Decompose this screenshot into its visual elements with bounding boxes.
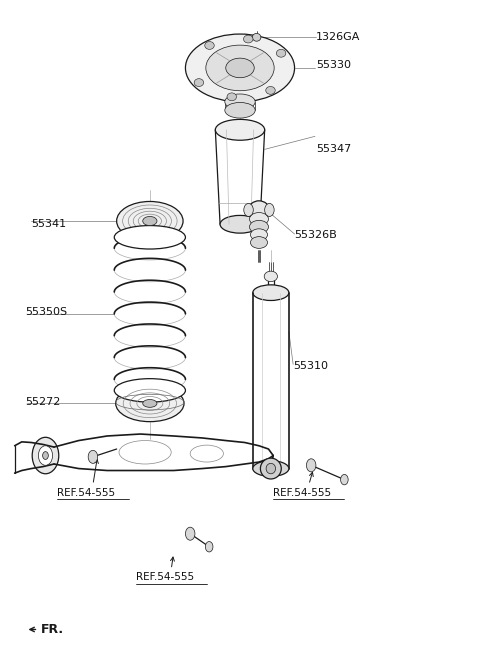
Text: 55330: 55330 bbox=[316, 60, 351, 70]
Ellipse shape bbox=[252, 34, 261, 41]
Ellipse shape bbox=[253, 285, 289, 300]
Text: 55272: 55272 bbox=[25, 397, 61, 407]
Ellipse shape bbox=[185, 527, 195, 540]
Ellipse shape bbox=[341, 474, 348, 485]
Ellipse shape bbox=[225, 102, 255, 118]
Text: 1326GA: 1326GA bbox=[316, 32, 360, 42]
Text: REF.54-555: REF.54-555 bbox=[136, 572, 194, 582]
Ellipse shape bbox=[250, 220, 268, 233]
Ellipse shape bbox=[43, 451, 48, 459]
Ellipse shape bbox=[261, 458, 281, 479]
Ellipse shape bbox=[143, 399, 157, 407]
Ellipse shape bbox=[276, 49, 286, 57]
Ellipse shape bbox=[185, 34, 295, 102]
Ellipse shape bbox=[264, 204, 274, 216]
Text: 55326B: 55326B bbox=[295, 231, 337, 240]
Ellipse shape bbox=[243, 35, 253, 43]
Ellipse shape bbox=[244, 204, 253, 216]
Text: 55341: 55341 bbox=[31, 219, 66, 229]
Ellipse shape bbox=[264, 271, 277, 282]
Text: FR.: FR. bbox=[41, 623, 64, 636]
Ellipse shape bbox=[225, 94, 255, 110]
Ellipse shape bbox=[226, 58, 254, 78]
Ellipse shape bbox=[38, 445, 53, 465]
Ellipse shape bbox=[266, 87, 275, 95]
Text: 55310: 55310 bbox=[293, 361, 328, 371]
Ellipse shape bbox=[306, 459, 316, 472]
Ellipse shape bbox=[88, 450, 97, 463]
Ellipse shape bbox=[114, 225, 185, 249]
Ellipse shape bbox=[194, 79, 204, 87]
Text: 55350S: 55350S bbox=[25, 307, 68, 317]
Text: 55347: 55347 bbox=[316, 145, 351, 154]
Text: REF.54-555: REF.54-555 bbox=[273, 487, 331, 497]
Ellipse shape bbox=[266, 463, 276, 474]
Ellipse shape bbox=[251, 237, 267, 248]
Ellipse shape bbox=[114, 378, 185, 402]
Ellipse shape bbox=[250, 213, 268, 225]
Ellipse shape bbox=[116, 385, 184, 422]
Ellipse shape bbox=[220, 215, 260, 233]
Ellipse shape bbox=[227, 93, 237, 101]
Ellipse shape bbox=[119, 441, 171, 464]
Ellipse shape bbox=[206, 45, 274, 91]
Ellipse shape bbox=[251, 229, 267, 240]
Ellipse shape bbox=[143, 216, 157, 225]
Ellipse shape bbox=[117, 202, 183, 240]
Ellipse shape bbox=[249, 201, 269, 219]
Ellipse shape bbox=[253, 461, 289, 476]
Ellipse shape bbox=[216, 120, 264, 140]
Text: REF.54-555: REF.54-555 bbox=[57, 487, 116, 497]
Ellipse shape bbox=[205, 541, 213, 552]
Ellipse shape bbox=[205, 41, 214, 49]
Ellipse shape bbox=[190, 445, 223, 462]
Ellipse shape bbox=[32, 438, 59, 474]
